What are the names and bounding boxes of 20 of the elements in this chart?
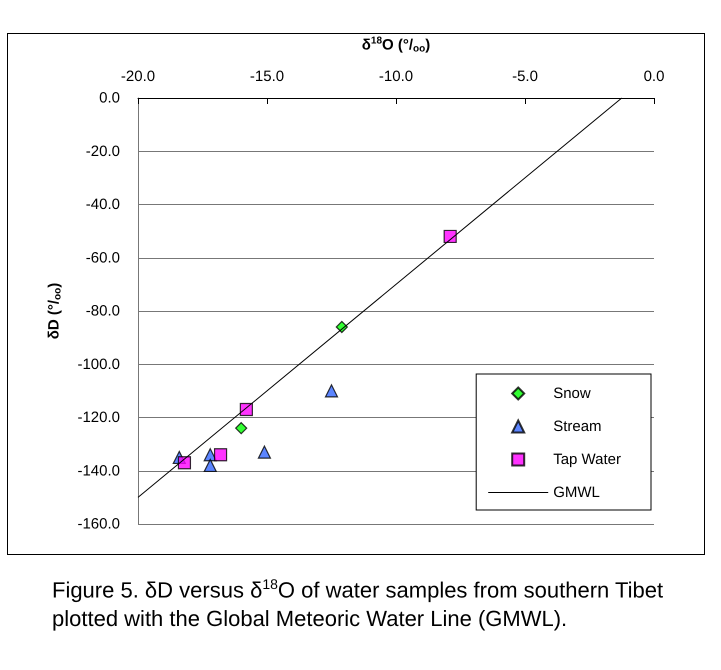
y-tick-label: -100.0 xyxy=(77,356,120,373)
x-tick-label: -10.0 xyxy=(378,68,414,85)
caption: Figure 5. δD versus δ$^{18}$O of water samples from southern Tibet plotted with the Global Meteoric Water Line (GMWL). xyxy=(52,575,664,634)
y-tick-label: -140.0 xyxy=(77,462,120,480)
legend-label: Stream xyxy=(553,418,602,435)
y-tick-label: -20.0 xyxy=(86,142,120,160)
legend-label: GMWL xyxy=(553,484,600,501)
legend-label: Snow xyxy=(553,385,591,402)
x-tick-label: -20.0 xyxy=(120,68,156,85)
y-axis-title: δD (°/oo) xyxy=(46,282,64,340)
y-tick-label: -120.0 xyxy=(77,409,120,426)
y-tick-label: -40.0 xyxy=(86,196,120,213)
y-tick-label: -80.0 xyxy=(86,302,120,320)
legend-label: Tap Water xyxy=(553,451,622,468)
y-tick-label: 0.0 xyxy=(99,90,120,106)
x-tick-label: 0.0 xyxy=(644,68,664,85)
x-tick-label: -5.0 xyxy=(512,68,538,85)
y-tick-label: -60.0 xyxy=(86,249,120,266)
y-tick-label: -160.0 xyxy=(77,516,120,532)
x-tick-label: -15.0 xyxy=(250,68,284,85)
